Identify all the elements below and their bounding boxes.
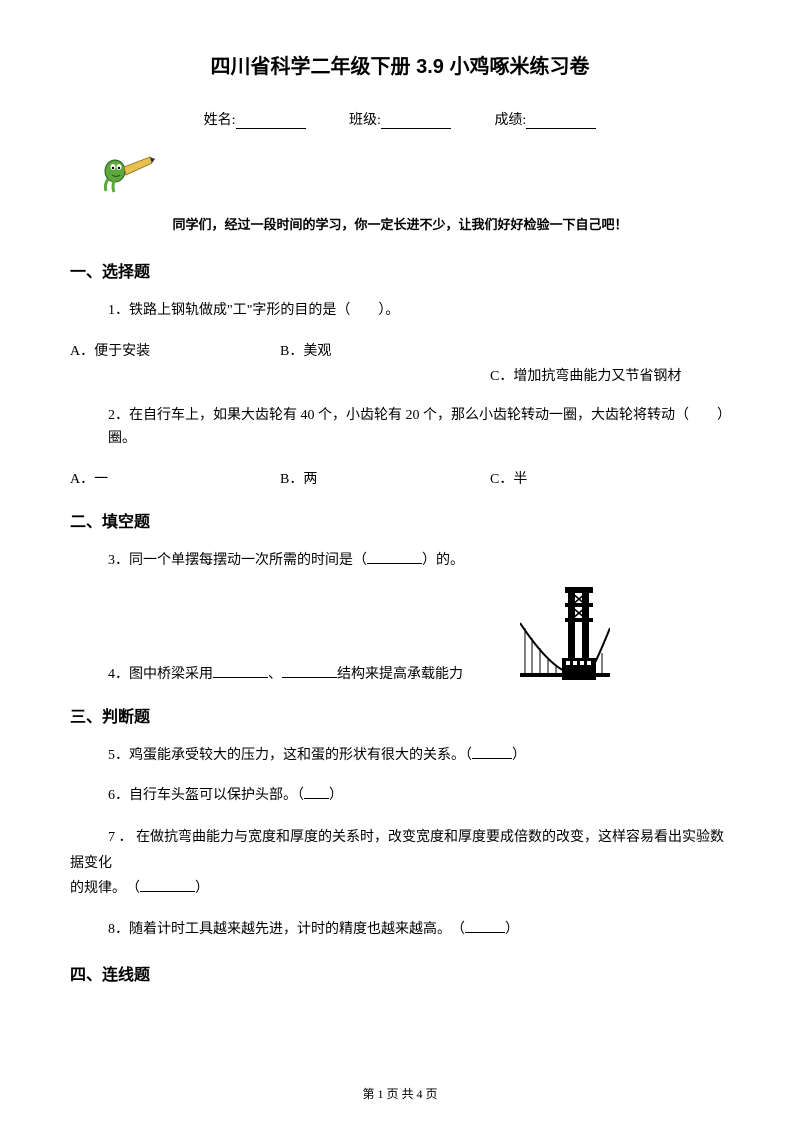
q6-after: ） xyxy=(329,788,343,803)
score-blank[interactable] xyxy=(526,115,596,129)
q3-blank[interactable] xyxy=(367,552,422,564)
q2-option-a: A．一 xyxy=(70,468,280,488)
name-blank[interactable] xyxy=(236,115,306,129)
q4-before: 4．图中桥梁采用 xyxy=(108,667,213,682)
q1-option-b: B．美观 xyxy=(280,340,490,360)
q3-before: 3．同一个单摆每摆动一次所需的时间是（ xyxy=(108,553,367,568)
q4-after: 结构来提高承载能力 xyxy=(337,667,463,682)
q2-option-b: B．两 xyxy=(280,468,490,488)
q2-option-c: C．半 xyxy=(490,468,527,488)
q5-before: 5．鸡蛋能承受较大的压力，这和蛋的形状有很大的关系。（ xyxy=(108,748,472,763)
bridge-image-icon xyxy=(520,583,610,688)
question-5: 5．鸡蛋能承受较大的压力，这和蛋的形状有很大的关系。（ ） xyxy=(108,745,730,767)
q5-blank[interactable] xyxy=(472,747,512,759)
question-1: 1．铁路上钢轨做成"工"字形的目的是（ ）。 xyxy=(108,300,730,322)
question-7: 7 ． 在做抗弯曲能力与宽度和厚度的关系时，改变宽度和厚度要成倍数的改变，这样容… xyxy=(70,825,730,901)
q5-after: ） xyxy=(512,748,526,763)
q7-line2-after: ） xyxy=(195,881,209,896)
class-blank[interactable] xyxy=(381,115,451,129)
section-2-heading: 二、填空题 xyxy=(70,508,730,532)
q1-option-c: C．增加抗弯曲能力又节省钢材 xyxy=(490,365,730,385)
q7-blank[interactable] xyxy=(140,880,195,892)
pencil-icon xyxy=(100,149,730,199)
page-title: 四川省科学二年级下册 3.9 小鸡啄米练习卷 xyxy=(70,50,730,79)
question-8: 8．随着计时工具越来越先进，计时的精度也越来越高。 （ ） xyxy=(108,919,730,941)
question-4: 4．图中桥梁采用 、 结构来提高承载能力 xyxy=(108,663,730,683)
name-label: 姓名: xyxy=(204,113,236,128)
greeting-text: 同学们，经过一段时间的学习，你一定长进不少，让我们好好检验一下自己吧！ xyxy=(70,214,730,233)
q8-before: 8．随着计时工具越来越先进，计时的精度也越来越高。 （ xyxy=(108,922,465,937)
q4-blank-1[interactable] xyxy=(213,666,268,678)
question-2-options: A．一 B．两 C．半 xyxy=(70,468,730,488)
question-4-wrapper: 4．图中桥梁采用 、 结构来提高承载能力 xyxy=(70,663,730,683)
q6-before: 6．自行车头盔可以保护头部。（ xyxy=(108,788,304,803)
page-footer: 第 1 页 共 4 页 xyxy=(0,1085,800,1102)
question-1-options: A．便于安装 B．美观 xyxy=(70,340,730,360)
class-label: 班级: xyxy=(349,113,381,128)
section-3-heading: 三、判断题 xyxy=(70,703,730,727)
question-3: 3．同一个单摆每摆动一次所需的时间是（ ）的。 xyxy=(108,550,730,572)
question-6: 6．自行车头盔可以保护头部。（ ） xyxy=(108,785,730,807)
q7-line2-before: 的规律。 （ xyxy=(70,881,140,896)
q1-option-a: A．便于安装 xyxy=(70,340,280,360)
q7-line1: 7 ． 在做抗弯曲能力与宽度和厚度的关系时，改变宽度和厚度要成倍数的改变，这样容… xyxy=(70,830,724,870)
section-4-heading: 四、连线题 xyxy=(70,961,730,985)
q3-after: ）的。 xyxy=(422,553,464,568)
q4-blank-2[interactable] xyxy=(282,666,337,678)
section-1-heading: 一、选择题 xyxy=(70,258,730,282)
student-info-line: 姓名: 班级: 成绩: xyxy=(70,109,730,129)
q6-blank[interactable] xyxy=(304,787,329,799)
question-2: 2．在自行车上，如果大齿轮有 40 个，小齿轮有 20 个，那么小齿轮转动一圈，… xyxy=(108,405,730,450)
q8-after: ） xyxy=(505,922,519,937)
score-label: 成绩: xyxy=(494,113,526,128)
q4-mid: 、 xyxy=(268,667,282,682)
q8-blank[interactable] xyxy=(465,921,505,933)
